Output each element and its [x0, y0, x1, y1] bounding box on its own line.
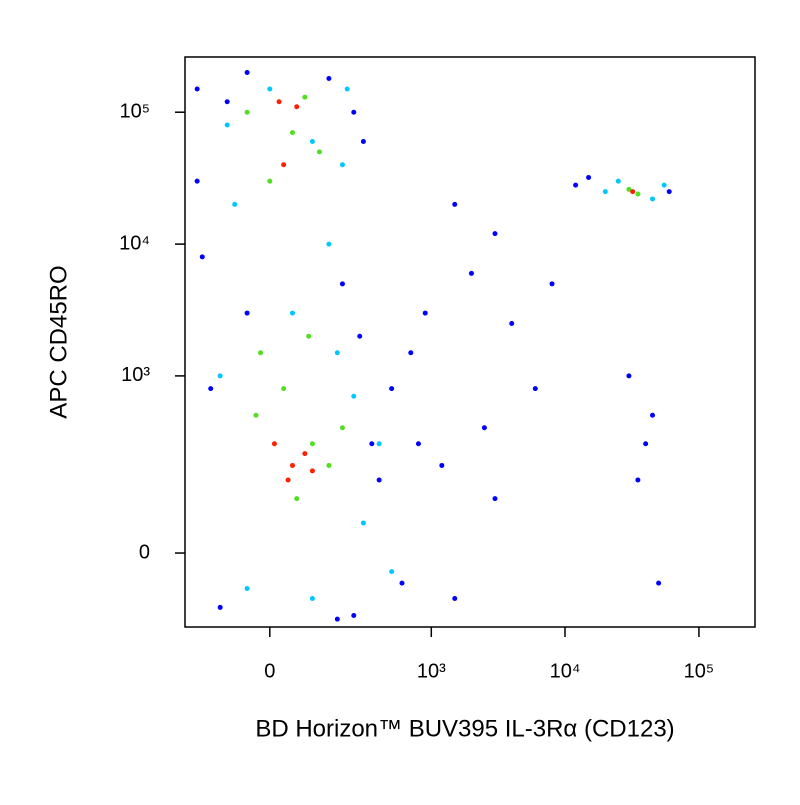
data-point [289, 130, 295, 136]
data-point [656, 580, 662, 586]
data-point [586, 174, 592, 180]
data-point [309, 595, 315, 601]
data-point [481, 425, 487, 431]
data-point [643, 441, 649, 447]
data-point [532, 386, 538, 392]
x-tick-label: 10⁵ [684, 660, 715, 682]
data-point [326, 241, 332, 247]
data-point [635, 477, 641, 483]
data-point [285, 477, 291, 483]
data-point [289, 462, 295, 468]
data-point [439, 462, 445, 468]
x-tick-label: 0 [264, 660, 275, 682]
y-tick-label: 0 [139, 541, 150, 563]
data-point [224, 99, 230, 105]
data-point [369, 441, 375, 447]
data-point [253, 412, 259, 418]
x-axis-label: BD Horizon™ BUV395 IL-3Rα (CD123) [255, 715, 674, 742]
data-point [306, 333, 312, 339]
data-point [224, 122, 230, 128]
y-tick-label: 10³ [121, 364, 150, 386]
data-point [452, 201, 458, 207]
data-point [630, 189, 636, 195]
data-point [267, 86, 273, 92]
data-point [399, 580, 405, 586]
data-point [281, 386, 287, 392]
data-point [452, 595, 458, 601]
data-point [294, 496, 300, 502]
data-point [649, 196, 655, 202]
data-point [376, 441, 382, 447]
data-point [376, 477, 382, 483]
data-point [635, 191, 641, 197]
data-point [326, 76, 332, 82]
data-point [267, 178, 273, 184]
data-point [351, 612, 357, 618]
data-point [244, 69, 250, 75]
data-point [199, 254, 205, 260]
data-point [351, 109, 357, 115]
data-point [573, 182, 579, 188]
plot-frame [184, 56, 756, 628]
data-point [468, 270, 474, 276]
y-tick-label: 10⁵ [119, 100, 150, 122]
data-point [649, 412, 655, 418]
data-point [194, 178, 200, 184]
data-point [602, 189, 608, 195]
data-point [289, 310, 295, 316]
data-point [626, 373, 632, 379]
data-point [302, 451, 308, 457]
data-point [316, 149, 322, 155]
data-point [217, 373, 223, 379]
data-point [271, 441, 277, 447]
data-point [351, 393, 357, 399]
data-point [389, 386, 395, 392]
data-point [309, 138, 315, 144]
data-point [344, 86, 350, 92]
data-point [339, 425, 345, 431]
data-point [244, 585, 250, 591]
data-point [509, 321, 515, 327]
data-point [309, 441, 315, 447]
data-point [276, 99, 282, 105]
y-tick-label: 10⁴ [119, 232, 150, 254]
data-point [661, 182, 667, 188]
data-point [294, 104, 300, 110]
data-point [281, 162, 287, 168]
data-point [232, 201, 238, 207]
x-tick-label: 10³ [417, 660, 446, 682]
data-point [302, 94, 308, 100]
data-point [422, 310, 428, 316]
data-point [244, 310, 250, 316]
data-point [549, 281, 555, 287]
data-point [360, 138, 366, 144]
data-point [217, 604, 223, 610]
data-point [357, 333, 363, 339]
data-point [194, 86, 200, 92]
data-point [492, 496, 498, 502]
data-point [334, 350, 340, 356]
data-point [666, 189, 672, 195]
data-point [415, 441, 421, 447]
y-axis-label: APC CD45RO [45, 265, 72, 418]
data-point [360, 520, 366, 526]
x-tick-label: 10⁴ [550, 660, 581, 682]
data-point [615, 178, 621, 184]
data-point [408, 350, 414, 356]
data-point [339, 162, 345, 168]
data-point [309, 468, 315, 474]
data-point [626, 186, 632, 192]
data-point [334, 616, 340, 622]
data-point [492, 231, 498, 237]
data-point [326, 462, 332, 468]
data-point [244, 109, 250, 115]
data-point [389, 569, 395, 575]
data-point [339, 281, 345, 287]
data-point [258, 350, 264, 356]
data-point [208, 386, 214, 392]
